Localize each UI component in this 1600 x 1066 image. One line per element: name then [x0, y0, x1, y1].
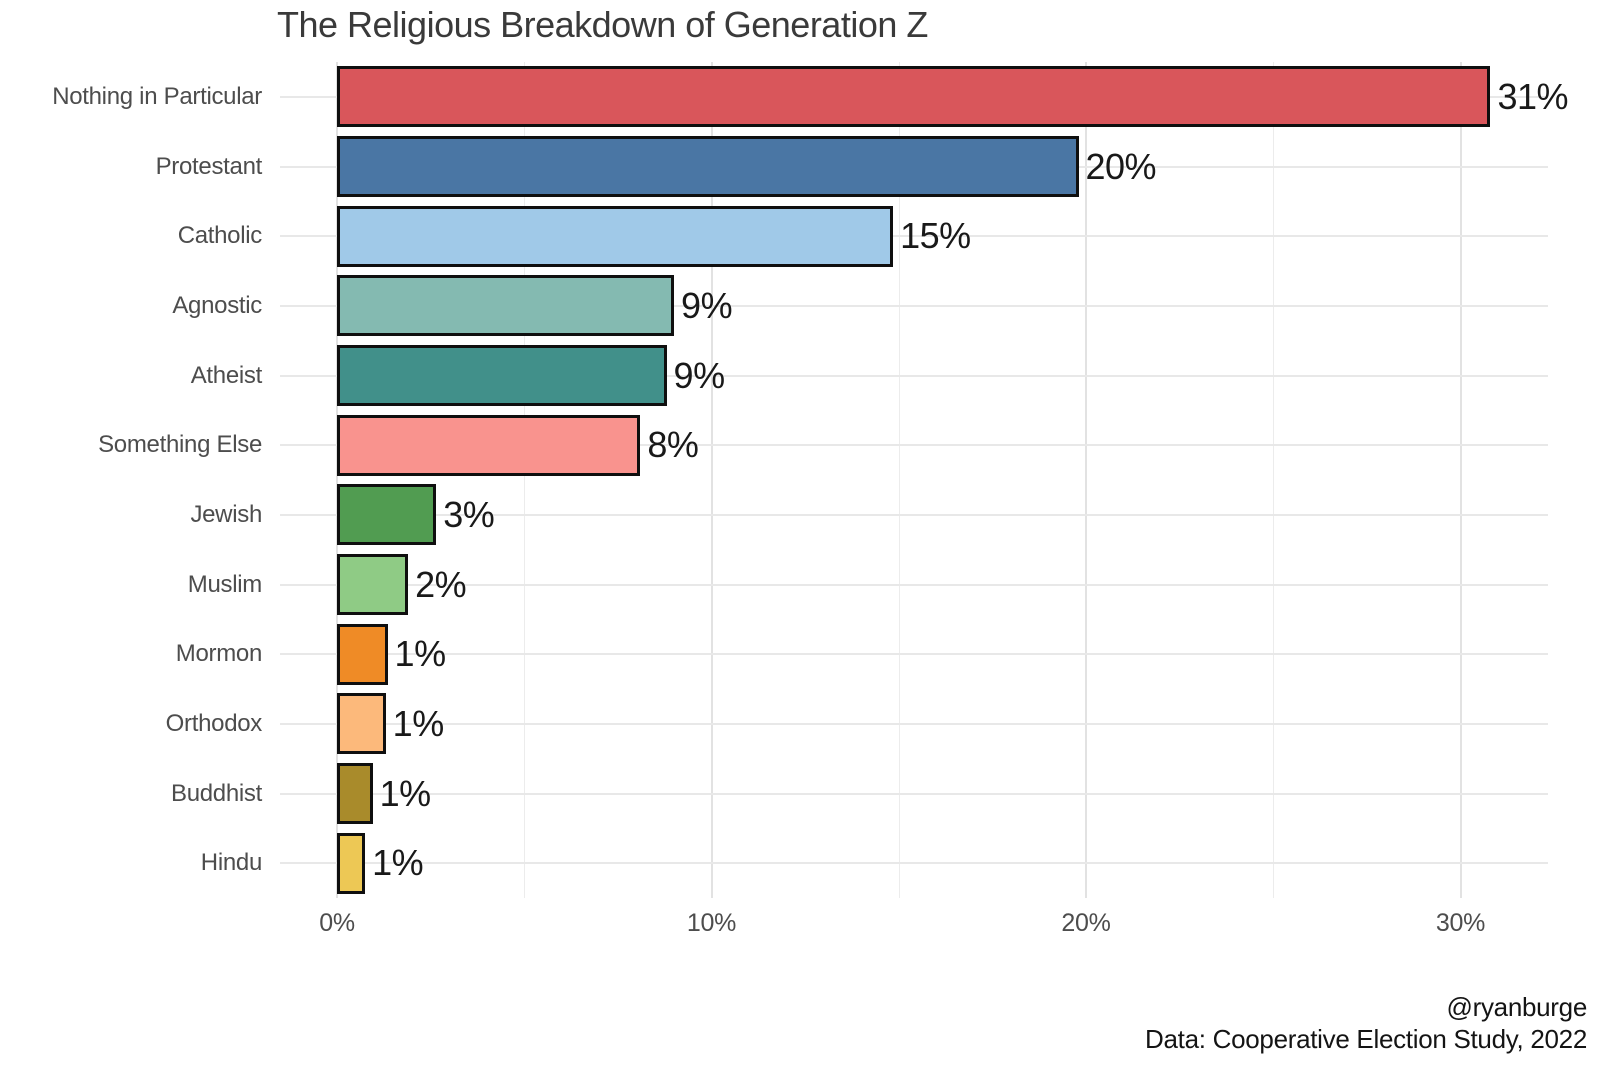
- row-gridline: [280, 235, 1548, 238]
- caption: @ryanburge Data: Cooperative Election St…: [1145, 991, 1587, 1055]
- x-tick-label-0: 0%: [319, 909, 355, 937]
- bar-nothing-in-particular: [337, 66, 1491, 128]
- row-gridline: [280, 374, 1548, 377]
- bar-protestant: [337, 136, 1079, 197]
- bar-muslim: [337, 554, 409, 615]
- bar-hindu: [337, 832, 366, 894]
- row-gridline: [280, 513, 1548, 516]
- bar-catholic: [337, 205, 894, 267]
- value-label: 1%: [394, 633, 447, 675]
- category-label: Orthodox: [165, 709, 263, 737]
- caption-source: Data: Cooperative Election Study, 2022: [1145, 1024, 1587, 1054]
- bar-something-else: [337, 414, 641, 476]
- x-tick-label-20: 20%: [1061, 909, 1111, 937]
- bar-mormon: [337, 623, 388, 685]
- value-label: 9%: [681, 284, 733, 326]
- value-label: 1%: [372, 842, 424, 884]
- row-gridline: [280, 792, 1548, 795]
- bar-jewish: [337, 484, 437, 546]
- bar-buddhist: [337, 763, 373, 824]
- gridline-major-0: [336, 62, 338, 898]
- value-label: 9%: [673, 354, 726, 396]
- gridline-major-20: [1085, 62, 1087, 898]
- row-gridline: [280, 862, 1548, 865]
- bar-atheist: [337, 345, 667, 406]
- row-gridline: [280, 653, 1548, 656]
- plot-panel: 31% 20% 15% 9% 9% 8% 3% 2% 1% 1% 1% 1%: [280, 62, 1569, 898]
- category-label: Hindu: [200, 849, 263, 877]
- row-gridline: [280, 444, 1548, 447]
- bar-orthodox: [337, 693, 386, 755]
- category-label: Something Else: [98, 431, 262, 459]
- category-label: Jewish: [190, 500, 262, 528]
- x-tick-label-10: 10%: [686, 909, 737, 937]
- category-label: Buddhist: [171, 779, 262, 807]
- category-label: Protestant: [155, 152, 263, 180]
- category-label: Atheist: [190, 361, 263, 389]
- row-gridline: [280, 722, 1548, 725]
- value-label: 20%: [1085, 145, 1157, 187]
- caption-author: @ryanburge: [1446, 992, 1588, 1022]
- row-gridline: [280, 304, 1548, 307]
- row-gridline: [280, 583, 1548, 586]
- value-label: 15%: [900, 215, 971, 257]
- category-label: Muslim: [187, 570, 263, 598]
- value-label: 3%: [443, 493, 495, 535]
- value-label: 8%: [647, 424, 699, 466]
- bar-agnostic: [337, 275, 675, 337]
- category-label: Nothing in Particular: [52, 82, 262, 110]
- category-label: Catholic: [177, 222, 263, 250]
- x-tick-label-30: 30%: [1435, 909, 1486, 937]
- gridline-minor-15: [898, 62, 900, 898]
- chart-title: The Religious Breakdown of Generation Z: [277, 4, 928, 45]
- gridline-minor-5: [524, 62, 526, 898]
- gridline-major-10: [710, 62, 713, 898]
- category-label: Agnostic: [172, 291, 262, 319]
- category-label: Mormon: [175, 640, 263, 668]
- value-label: 1%: [392, 702, 445, 744]
- gridline-minor-25: [1273, 62, 1275, 898]
- gridline-major-30: [1459, 62, 1462, 898]
- value-label: 2%: [415, 563, 467, 605]
- value-label: 31%: [1497, 75, 1569, 117]
- value-label: 1%: [379, 772, 432, 814]
